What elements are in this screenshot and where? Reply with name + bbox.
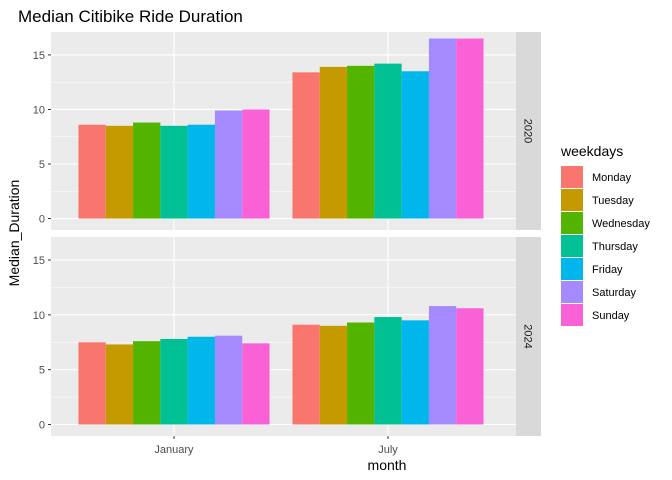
bar-wednesday-july [347,65,375,219]
facet-strip-label: 2024 [522,324,534,348]
panels-layer: 0 5 10 15 2020 0 5 10 15 2024 January July [33,32,541,456]
bar-thursday-july [374,317,402,425]
bar-saturday-july [428,306,457,425]
legend-key-friday [561,258,583,280]
y-tick-label: 15 [33,255,45,267]
legend-label-saturday: Saturday [592,287,637,299]
bar-monday-july [292,72,320,219]
facet-strip [516,237,541,436]
y-tick-label: 10 [33,310,45,322]
legend-label-monday: Monday [592,172,632,184]
x-tick-label: January [154,444,194,456]
chart-title: Median Citibike Ride Duration [18,7,243,26]
y-tick-label: 0 [39,419,45,431]
facet-panel-2024: 0 5 10 15 2024 [33,237,541,436]
bar-sunday-july [456,38,484,219]
x-tick-label: July [378,444,398,456]
bar-thursday-january [160,338,188,425]
legend-key-thursday [561,235,583,257]
bar-monday-january [78,342,106,425]
bar-tuesday-july [319,66,348,219]
legend-label-wednesday: Wednesday [592,218,650,230]
bar-tuesday-january [105,344,134,425]
bar-friday-july [401,320,429,425]
facet-panel-2020: 0 5 10 15 2020 [33,32,541,230]
legend-key-monday [561,166,583,188]
y-tick-label: 10 [33,104,45,116]
bar-sunday-january [242,109,270,219]
bar-tuesday-january [105,125,134,219]
x-axis-title: month [368,457,407,473]
bar-sunday-july [456,308,484,425]
bar-sunday-january [242,343,270,425]
facet-strip [516,32,541,230]
bar-friday-january [187,124,215,219]
legend-label-friday: Friday [592,264,623,276]
y-axis-title: Median_Duration [6,180,22,287]
legend-label-thursday: Thursday [592,241,638,253]
legend-key-saturday [561,281,583,303]
bar-wednesday-july [347,322,375,425]
legend: Monday Tuesday Wednesday Thursday Friday Satu… [561,166,650,326]
legend-key-wednesday [561,212,583,234]
bar-monday-july [292,324,320,425]
legend-key-sunday [561,304,583,326]
bar-thursday-july [374,63,402,219]
bar-tuesday-july [319,325,348,425]
bar-saturday-january [214,110,243,219]
legend-label-tuesday: Tuesday [592,195,634,207]
facet-strip-label: 2020 [522,119,534,143]
legend-key-tuesday [561,189,583,211]
bar-saturday-july [428,38,457,219]
legend-label-sunday: Sunday [592,310,630,322]
y-tick-label: 15 [33,50,45,62]
legend-title: weekdays [560,143,623,159]
bar-thursday-january [160,125,188,219]
bar-friday-july [401,71,429,219]
bar-saturday-january [214,335,243,425]
y-tick-label: 0 [39,214,45,226]
bar-wednesday-january [133,341,161,425]
bar-monday-january [78,124,106,219]
y-tick-label: 5 [39,365,45,377]
bar-friday-january [187,336,215,425]
y-tick-label: 5 [39,159,45,171]
bar-wednesday-january [133,122,161,219]
